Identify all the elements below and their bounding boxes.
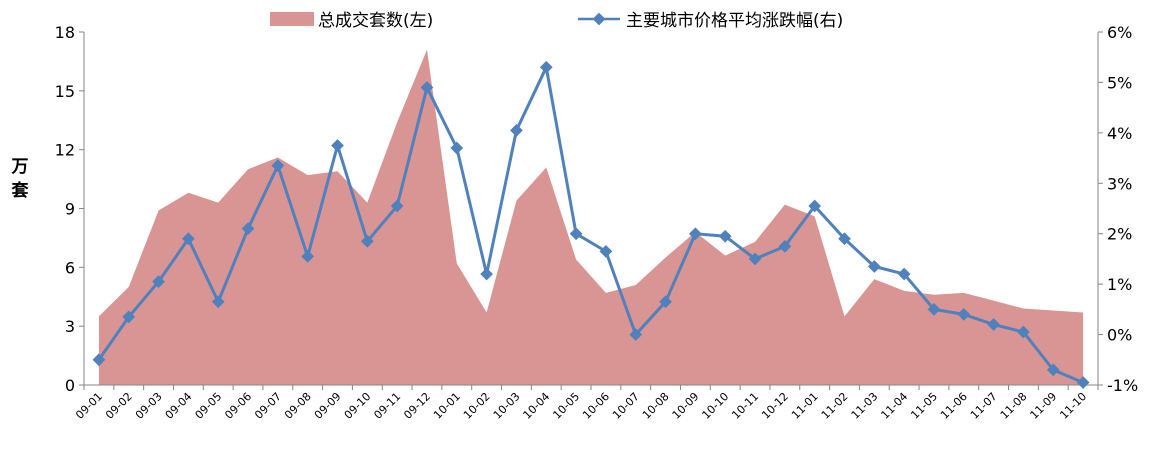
x-tick-label: 10-01 <box>431 390 463 422</box>
line-point-marker <box>331 139 344 152</box>
x-tick-label: 09-02 <box>103 390 135 422</box>
line-point-marker <box>152 275 165 288</box>
line-point-marker <box>569 227 583 241</box>
right-tick-label: 2% <box>1107 225 1132 244</box>
legend-label-line: 主要城市价格平均涨跌幅(右) <box>626 11 843 31</box>
x-tick-label: 11-09 <box>1028 390 1060 422</box>
right-tick-label: 5% <box>1107 73 1132 92</box>
left-tick-label: 6 <box>65 258 75 277</box>
line-point-marker <box>211 295 225 309</box>
x-tick-label: 11-10 <box>1057 390 1089 422</box>
y-axis-label-char: 万 <box>11 157 29 177</box>
x-tick-label: 09-11 <box>371 390 403 422</box>
legend: 总成交套数(左) 主要城市价格平均涨跌幅(右) <box>270 11 843 31</box>
line-point-marker <box>420 81 434 94</box>
x-tick-label: 11-03 <box>849 390 881 422</box>
line-point-marker <box>390 199 404 213</box>
area-series-total-transactions <box>98 49 1084 386</box>
x-tick-label: 11-05 <box>908 390 940 422</box>
x-tick-label: 10-02 <box>461 390 493 422</box>
left-tick-label: 18 <box>55 23 75 42</box>
x-tick-label: 10-03 <box>491 390 523 422</box>
y-axis-label-char: 套 <box>11 180 30 201</box>
right-tick-label: 3% <box>1107 174 1132 193</box>
x-tick-label: 10-12 <box>759 390 791 422</box>
legend-label-area: 总成交套数(左) <box>318 11 433 31</box>
x-tick-label: 09-04 <box>163 390 195 422</box>
x-tick-label: 10-08 <box>640 390 672 422</box>
x-tick-label: 09-10 <box>342 390 374 422</box>
right-tick-label: 4% <box>1107 124 1132 143</box>
x-tick-label: 09-05 <box>193 390 225 422</box>
x-tick-label: 09-01 <box>73 390 105 422</box>
x-tick-label: 10-05 <box>550 390 582 422</box>
x-tick-label: 11-08 <box>998 390 1030 422</box>
line-point-marker <box>92 353 106 367</box>
line-point-marker <box>271 159 285 172</box>
line-point-marker <box>360 234 374 248</box>
line-point-marker <box>480 267 493 281</box>
left-tick-label: 9 <box>65 200 75 219</box>
right-tick-label: 0% <box>1107 326 1132 345</box>
x-tick-label: 11-06 <box>938 390 970 422</box>
line-point-marker <box>241 222 255 236</box>
x-tick-label: 09-12 <box>401 390 433 422</box>
x-tick-label: 09-06 <box>222 390 254 422</box>
line-point-marker <box>182 232 195 246</box>
x-tick-label: 11-07 <box>968 390 1000 422</box>
line-point-marker <box>599 245 613 258</box>
x-tick-label: 10-07 <box>610 390 642 422</box>
x-tick-label: 10-11 <box>729 390 761 422</box>
line-series-price-change <box>97 65 1084 384</box>
x-tick-label: 09-07 <box>252 390 284 422</box>
x-tick-label: 11-01 <box>789 390 821 422</box>
y-axis-label: 万套 <box>11 157 30 201</box>
x-tick-label: 10-10 <box>700 390 732 422</box>
left-tick-label: 0 <box>65 376 75 395</box>
x-tick-label: 11-04 <box>878 390 910 422</box>
right-tick-label: 6% <box>1107 23 1132 42</box>
x-tick-label: 10-09 <box>670 390 702 422</box>
legend-swatch-area <box>270 12 314 26</box>
right-tick-label: -1% <box>1107 376 1138 395</box>
left-tick-label: 3 <box>65 317 75 336</box>
x-tick-label: 09-03 <box>133 390 165 422</box>
line-point-marker <box>539 60 553 74</box>
x-tick-label: 10-06 <box>580 390 612 422</box>
line-point-marker <box>450 141 464 155</box>
x-tick-label: 09-08 <box>282 390 314 422</box>
left-tick-label: 12 <box>55 141 75 160</box>
line-point-marker <box>748 252 762 266</box>
x-tick-label: 10-04 <box>521 390 553 422</box>
line-point-marker <box>122 310 136 324</box>
x-tick-label: 11-02 <box>819 390 851 422</box>
left-tick-label: 15 <box>55 82 75 101</box>
right-tick-label: 1% <box>1107 275 1132 294</box>
line-point-marker <box>510 123 523 137</box>
x-tick-label: 09-09 <box>312 390 344 422</box>
legend-swatch-marker <box>592 12 606 26</box>
